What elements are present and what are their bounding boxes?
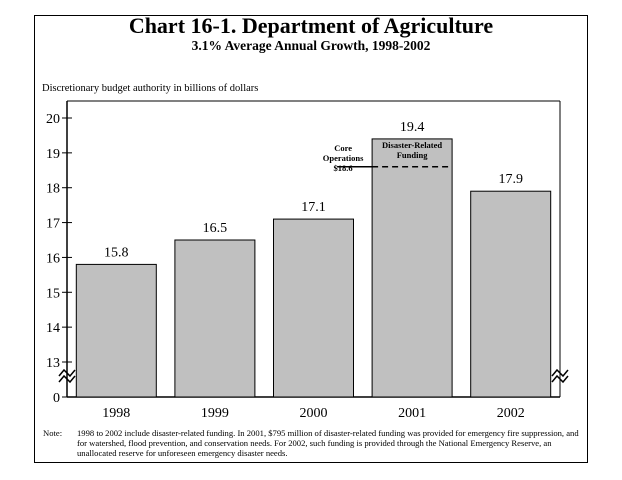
bar-value-label-1998: 15.8 (104, 245, 129, 260)
note-text: 1998 to 2002 include disaster-related fu… (77, 428, 579, 458)
y-tick-label-zero: 0 (53, 391, 60, 406)
y-tick-label-13: 13 (46, 356, 60, 371)
y-tick-label-14: 14 (46, 321, 60, 336)
bar-value-label-2002: 17.9 (498, 172, 523, 187)
y-tick-label-20: 20 (46, 112, 60, 127)
y-tick-label-15: 15 (46, 286, 60, 301)
bar-value-label-2000: 17.1 (301, 200, 326, 215)
core-operations-label-1: Operations (323, 153, 364, 163)
axis-break-zigzag (551, 374, 569, 384)
axis-break-zigzag (58, 368, 76, 378)
bar-2000 (273, 218, 354, 398)
bar-2001 (371, 138, 453, 398)
y-tick-label-19: 19 (46, 147, 60, 162)
disaster-related-label-1: Funding (397, 150, 428, 160)
chart-title: Chart 16-1. Department of Agriculture (128, 13, 494, 38)
axis-break-right (551, 368, 569, 384)
chart-frame (34, 15, 588, 463)
bar-1999 (174, 239, 256, 398)
y-axis-label: Discretionary budget authority in billio… (42, 83, 259, 94)
note-label: Note: (43, 428, 63, 438)
axis-break-zigzag (58, 374, 76, 384)
core-operations-label-0: Core (334, 143, 352, 153)
bar-2002 (470, 190, 552, 398)
axis-break-zigzag (551, 368, 569, 378)
x-tick-label-2001: 2001 (398, 406, 426, 421)
y-tick-label-16: 16 (46, 251, 60, 266)
bar-value-label-1999: 16.5 (203, 221, 228, 236)
core-operations-label-2: $18.6 (334, 163, 353, 173)
chart-subtitle: 3.1% Average Annual Growth, 1998-2002 (191, 38, 431, 53)
x-tick-label-1999: 1999 (201, 406, 229, 421)
y-tick-label-18: 18 (46, 182, 60, 197)
bar-value-label-2001: 19.4 (400, 120, 425, 135)
y-tick-label-17: 17 (46, 217, 60, 232)
bar-1998 (75, 263, 157, 398)
x-tick-label-1998: 1998 (102, 406, 130, 421)
axis-break-left (58, 368, 76, 384)
x-tick-label-2000: 2000 (300, 406, 328, 421)
x-tick-label-2002: 2002 (497, 406, 525, 421)
disaster-related-label-0: Disaster-Related (382, 140, 442, 150)
